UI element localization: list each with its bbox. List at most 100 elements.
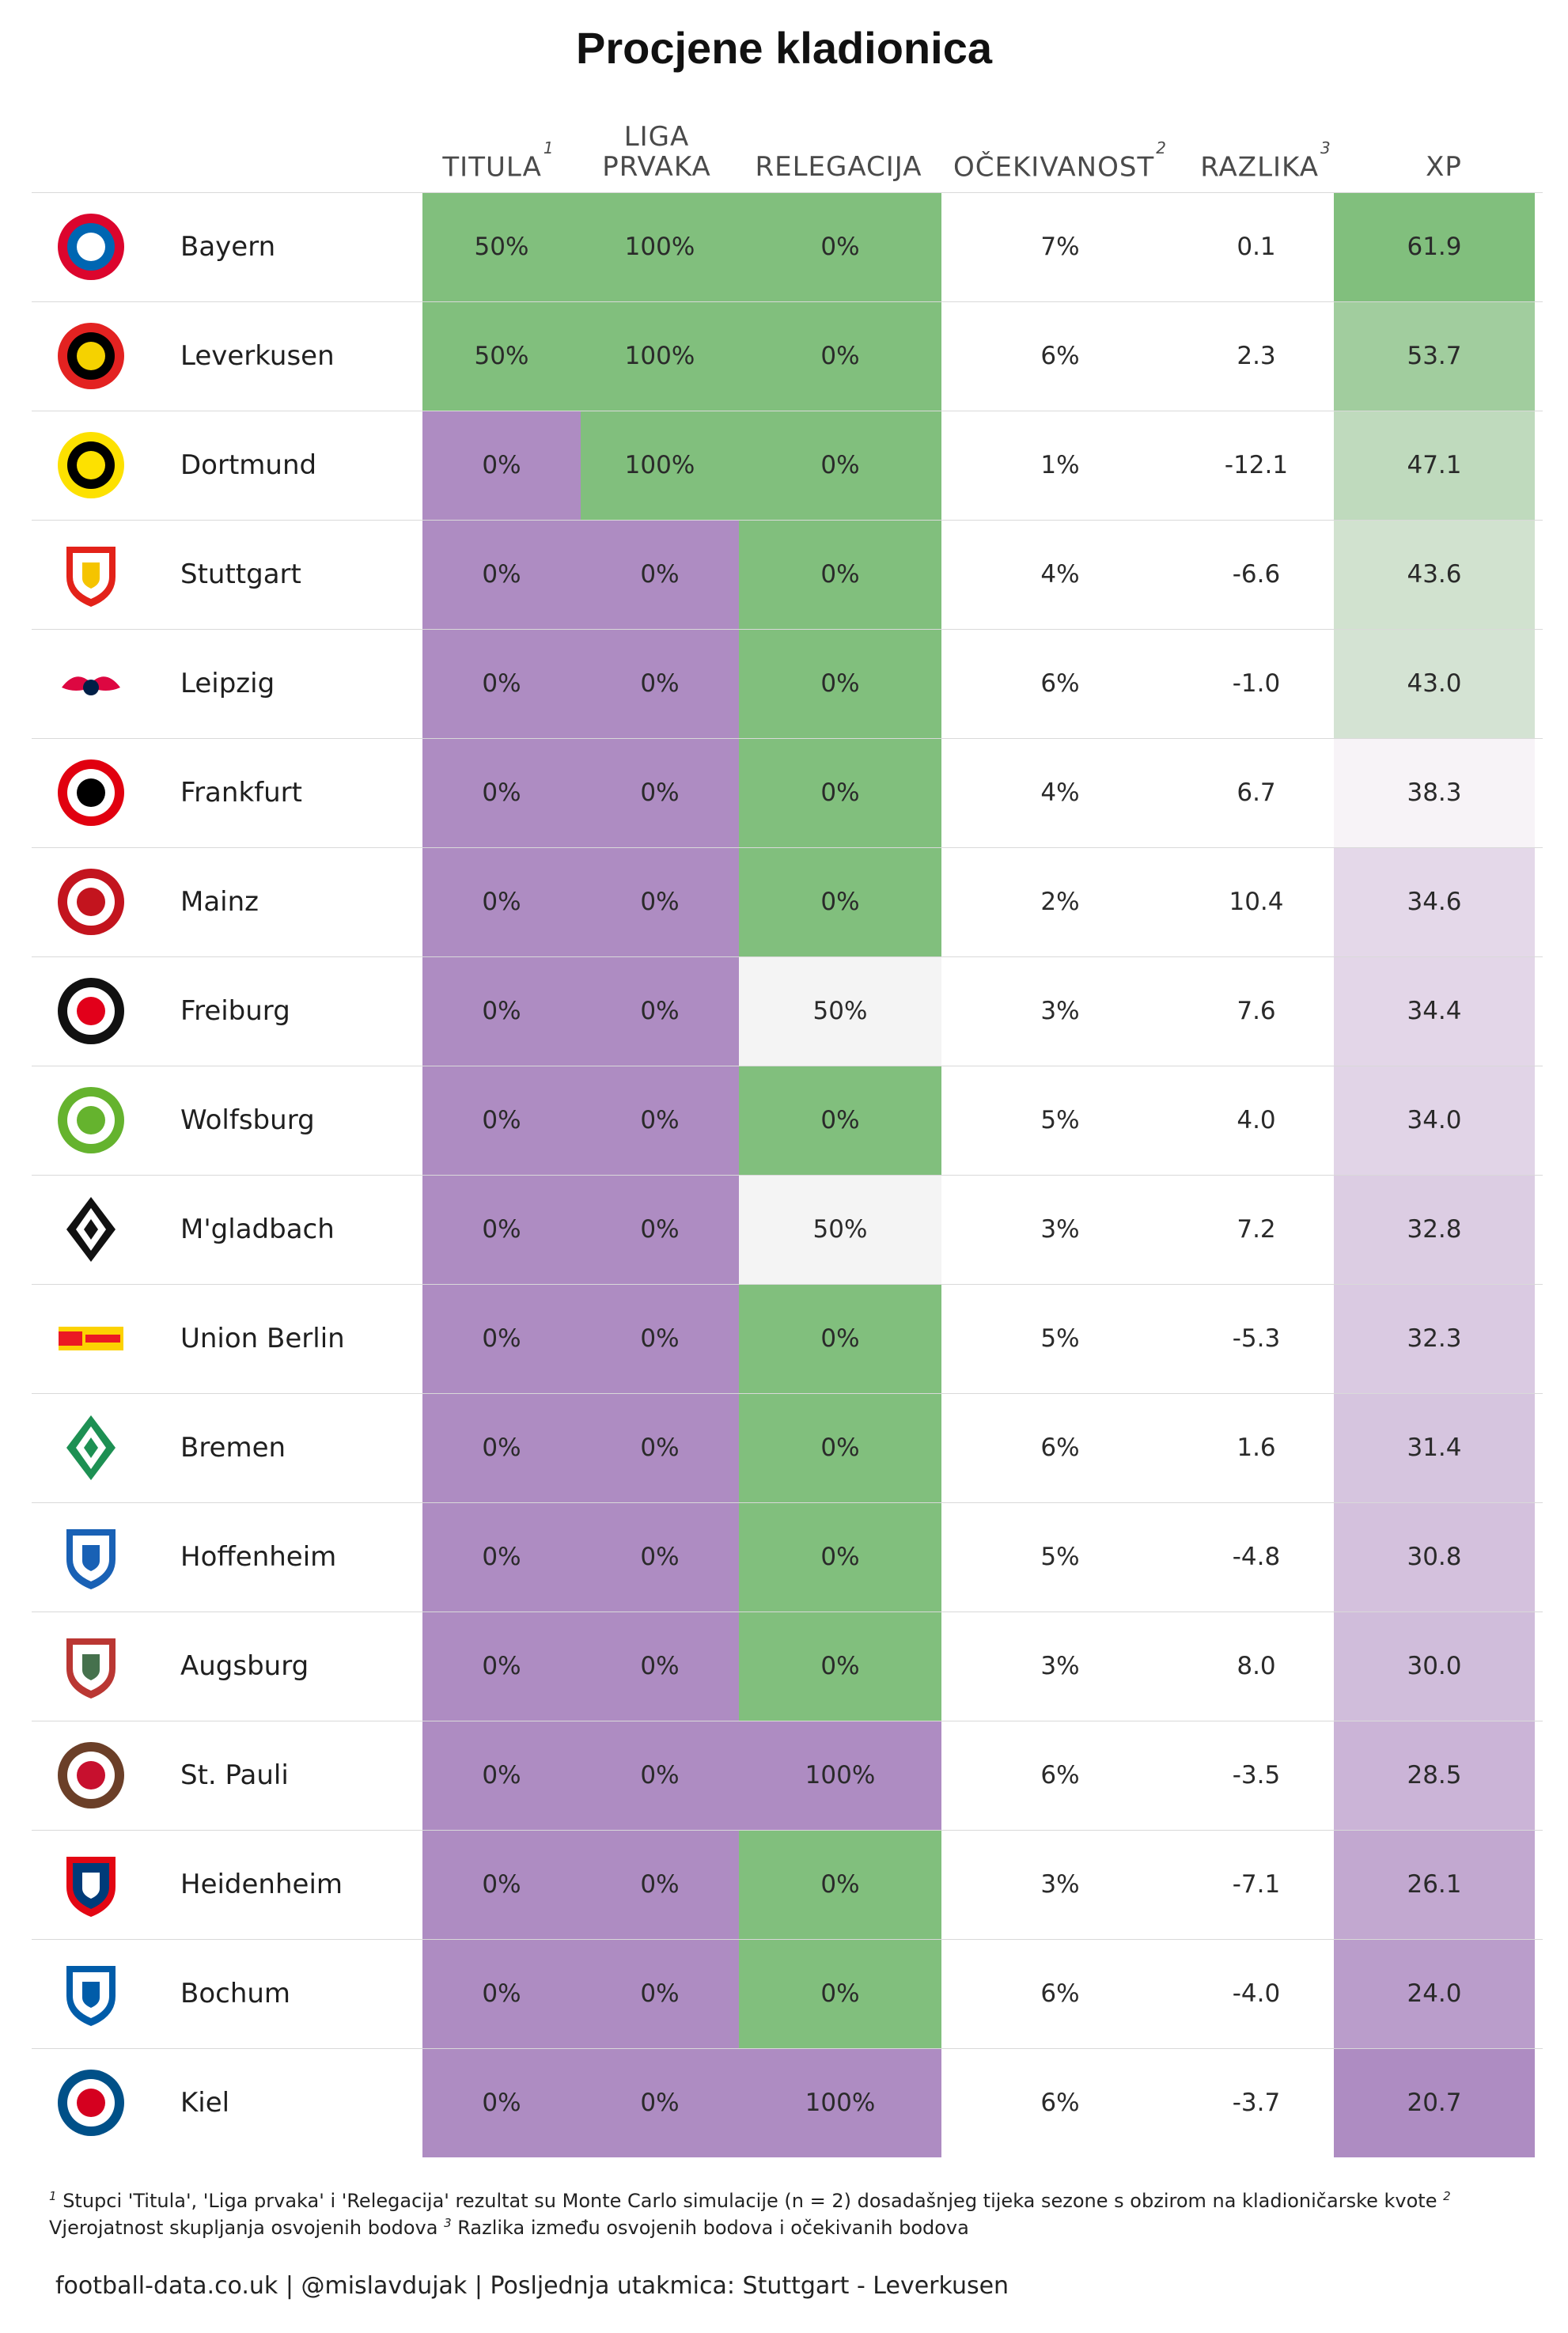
- cell-razlika: 8.0: [1237, 1652, 1276, 1680]
- frankfurt-logo-icon: [58, 759, 124, 826]
- table-row: Leverkusen 50% 100% 0% 6% 2.3 53.7: [32, 301, 1543, 411]
- team-name: Union Berlin: [180, 1323, 345, 1354]
- bayern-logo-icon: [58, 214, 124, 280]
- cell-liga-prvaka: 0%: [581, 629, 739, 738]
- cell-xp: 31.4: [1334, 1393, 1535, 1502]
- cell-liga-prvaka: 0%: [581, 1175, 739, 1284]
- row-divider: [32, 1284, 1543, 1285]
- leverkusen-logo-icon: [58, 323, 124, 389]
- team-name: M'gladbach: [180, 1214, 335, 1245]
- cell-titula: 0%: [422, 411, 581, 520]
- cell-razlika: 4.0: [1237, 1106, 1276, 1134]
- cell-liga-prvaka: 0%: [581, 2048, 739, 2157]
- cell-ocekivanost: 5%: [1040, 1324, 1080, 1353]
- team-name: Augsburg: [180, 1650, 309, 1682]
- table-row: Stuttgart 0% 0% 0% 4% -6.6 43.6: [32, 520, 1543, 629]
- cell-razlika: 0.1: [1237, 233, 1276, 261]
- cell-relegacija: 0%: [739, 1393, 941, 1502]
- cell-xp: 28.5: [1334, 1721, 1535, 1830]
- row-divider: [32, 1393, 1543, 1394]
- row-divider: [32, 1830, 1543, 1831]
- row-divider: [32, 738, 1543, 739]
- cell-razlika: -3.5: [1232, 1761, 1281, 1790]
- cell-relegacija: 0%: [739, 301, 941, 411]
- bochum-logo-icon: [66, 1966, 116, 2026]
- cell-ocekivanost: 4%: [1040, 778, 1080, 807]
- header-titula: TITULA1: [442, 138, 555, 183]
- cell-razlika: -3.7: [1232, 2089, 1281, 2117]
- cell-titula: 0%: [422, 847, 581, 956]
- cell-xp: 20.7: [1334, 2048, 1535, 2157]
- cell-ocekivanost: 6%: [1040, 342, 1080, 370]
- footnote: 1 Stupci 'Titula', 'Liga prvaka' i 'Rele…: [49, 2189, 1451, 2239]
- cell-xp: 53.7: [1334, 301, 1535, 411]
- cell-razlika: -1.0: [1232, 669, 1281, 698]
- leipzig-logo-icon: [62, 676, 120, 695]
- cell-razlika: -12.1: [1224, 451, 1289, 479]
- cell-relegacija: 50%: [739, 1175, 941, 1284]
- header-relegacija: RELEGACIJA: [755, 151, 922, 183]
- cell-ocekivanost: 3%: [1040, 1215, 1080, 1244]
- cell-ocekivanost: 3%: [1040, 1870, 1080, 1899]
- cell-ocekivanost: 7%: [1040, 233, 1080, 261]
- team-name: Wolfsburg: [180, 1104, 315, 1136]
- stuttgart-logo-icon: [66, 547, 116, 607]
- cell-xp: 24.0: [1334, 1939, 1535, 2048]
- cell-titula: 0%: [422, 1721, 581, 1830]
- cell-liga-prvaka: 0%: [581, 847, 739, 956]
- augsburg-logo-icon: [66, 1638, 116, 1699]
- cell-razlika: -4.0: [1232, 1979, 1281, 2008]
- cell-relegacija: 0%: [739, 1502, 941, 1612]
- cell-ocekivanost: 3%: [1040, 997, 1080, 1025]
- table-row: Frankfurt 0% 0% 0% 4% 6.7 38.3: [32, 738, 1543, 847]
- header-razlika: RAZLIKA3: [1200, 138, 1331, 183]
- table-row: Leipzig 0% 0% 0% 6% -1.0 43.0: [32, 629, 1543, 738]
- cell-xp: 30.0: [1334, 1612, 1535, 1721]
- freiburg-logo-icon: [58, 978, 124, 1044]
- cell-liga-prvaka: 0%: [581, 520, 739, 629]
- table-row: Freiburg 0% 0% 50% 3% 7.6 34.4: [32, 956, 1543, 1066]
- gladbach-logo-icon: [66, 1197, 116, 1262]
- cell-xp: 30.8: [1334, 1502, 1535, 1612]
- cell-razlika: -5.3: [1232, 1324, 1281, 1353]
- cell-razlika: 10.4: [1229, 888, 1284, 916]
- cell-relegacija: 100%: [739, 2048, 941, 2157]
- team-name: Leverkusen: [180, 340, 335, 372]
- bremen-logo-icon: [66, 1415, 116, 1480]
- cell-razlika: 1.6: [1237, 1434, 1276, 1462]
- cell-ocekivanost: 1%: [1040, 451, 1080, 479]
- table-row: Bremen 0% 0% 0% 6% 1.6 31.4: [32, 1393, 1543, 1502]
- cell-relegacija: 0%: [739, 738, 941, 847]
- cell-titula: 0%: [422, 956, 581, 1066]
- cell-xp: 38.3: [1334, 738, 1535, 847]
- union-berlin-logo-icon: [59, 1327, 123, 1350]
- mainz-logo-icon: [58, 869, 124, 935]
- cell-razlika: 6.7: [1237, 778, 1276, 807]
- row-divider: [32, 1502, 1543, 1503]
- team-name: Heidenheim: [180, 1869, 343, 1900]
- cell-razlika: -6.6: [1232, 560, 1281, 589]
- team-name: Hoffenheim: [180, 1541, 337, 1573]
- cell-xp: 47.1: [1334, 411, 1535, 520]
- cell-liga-prvaka: 0%: [581, 1612, 739, 1721]
- cell-titula: 0%: [422, 1066, 581, 1175]
- table-row: Hoffenheim 0% 0% 0% 5% -4.8 30.8: [32, 1502, 1543, 1612]
- cell-ocekivanost: 3%: [1040, 1652, 1080, 1680]
- cell-liga-prvaka: 100%: [581, 192, 739, 301]
- table-row: Kiel 0% 0% 100% 6% -3.7 20.7: [32, 2048, 1543, 2157]
- cell-titula: 0%: [422, 1175, 581, 1284]
- table-row: Bochum 0% 0% 0% 6% -4.0 24.0: [32, 1939, 1543, 2048]
- cell-liga-prvaka: 0%: [581, 1830, 739, 1939]
- header-ocekivanost: OČEKIVANOST2: [953, 138, 1167, 183]
- header-liga-prvaka: LIGA PRVAKA: [602, 121, 711, 183]
- cell-liga-prvaka: 0%: [581, 1393, 739, 1502]
- cell-liga-prvaka: 0%: [581, 956, 739, 1066]
- cell-titula: 0%: [422, 2048, 581, 2157]
- cell-titula: 0%: [422, 738, 581, 847]
- cell-ocekivanost: 6%: [1040, 1979, 1080, 2008]
- row-divider: [32, 629, 1543, 630]
- team-name: Dortmund: [180, 449, 317, 481]
- cell-liga-prvaka: 0%: [581, 738, 739, 847]
- cell-xp: 34.6: [1334, 847, 1535, 956]
- cell-liga-prvaka: 0%: [581, 1066, 739, 1175]
